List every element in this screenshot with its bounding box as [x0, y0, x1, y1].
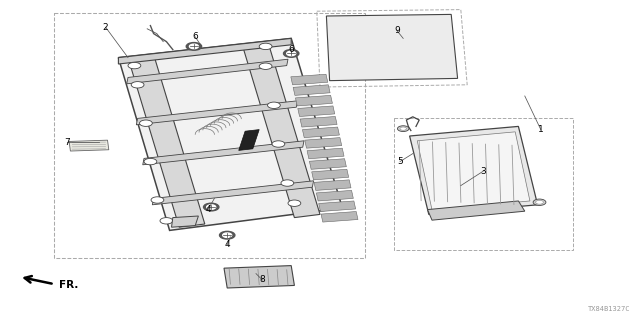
Circle shape	[533, 199, 546, 205]
Circle shape	[397, 126, 409, 132]
Circle shape	[259, 63, 272, 69]
Polygon shape	[314, 180, 351, 190]
Polygon shape	[303, 127, 339, 138]
Polygon shape	[243, 45, 320, 218]
Text: 3: 3	[481, 167, 486, 176]
Circle shape	[281, 180, 294, 186]
Text: 5: 5	[397, 157, 403, 166]
Text: 7: 7	[65, 138, 70, 147]
Polygon shape	[319, 201, 356, 212]
Circle shape	[223, 233, 232, 237]
Polygon shape	[296, 95, 332, 106]
Polygon shape	[305, 138, 342, 148]
Text: 1: 1	[538, 125, 543, 134]
Circle shape	[204, 203, 219, 211]
Polygon shape	[152, 181, 314, 205]
Polygon shape	[143, 141, 304, 165]
Polygon shape	[127, 59, 288, 84]
Polygon shape	[118, 38, 342, 230]
Circle shape	[151, 197, 164, 203]
Circle shape	[160, 218, 173, 224]
Polygon shape	[307, 148, 344, 159]
Polygon shape	[298, 106, 335, 116]
Circle shape	[288, 200, 301, 206]
Circle shape	[186, 43, 202, 50]
Circle shape	[259, 43, 272, 50]
Text: FR.: FR.	[59, 280, 78, 291]
Circle shape	[144, 158, 157, 165]
Circle shape	[287, 51, 296, 56]
Text: 6: 6	[193, 32, 198, 41]
Polygon shape	[172, 216, 198, 227]
Circle shape	[128, 62, 141, 69]
Polygon shape	[300, 116, 337, 127]
Text: 8: 8	[260, 276, 265, 284]
Circle shape	[189, 44, 198, 49]
Polygon shape	[293, 85, 330, 95]
Polygon shape	[428, 201, 525, 220]
Polygon shape	[128, 54, 205, 227]
Polygon shape	[69, 140, 109, 151]
Circle shape	[272, 141, 285, 147]
Polygon shape	[224, 266, 294, 288]
Circle shape	[268, 102, 280, 108]
Polygon shape	[321, 212, 358, 222]
Polygon shape	[312, 169, 349, 180]
Polygon shape	[291, 74, 328, 85]
Text: 9: 9	[394, 26, 399, 35]
Polygon shape	[309, 159, 346, 169]
Polygon shape	[410, 126, 538, 214]
Polygon shape	[417, 132, 530, 210]
Circle shape	[284, 50, 299, 57]
Circle shape	[536, 200, 543, 204]
Text: 6: 6	[289, 45, 294, 54]
Polygon shape	[118, 38, 291, 64]
Polygon shape	[239, 130, 259, 150]
Text: 4: 4	[205, 205, 211, 214]
Circle shape	[400, 127, 406, 130]
Circle shape	[207, 205, 216, 209]
Text: TX84B1327C: TX84B1327C	[588, 306, 630, 312]
Polygon shape	[316, 190, 353, 201]
Polygon shape	[326, 14, 458, 81]
Text: 2: 2	[103, 23, 108, 32]
Text: 4: 4	[225, 240, 230, 249]
Circle shape	[131, 82, 144, 88]
Circle shape	[140, 120, 152, 126]
Circle shape	[220, 231, 235, 239]
Polygon shape	[136, 101, 298, 125]
